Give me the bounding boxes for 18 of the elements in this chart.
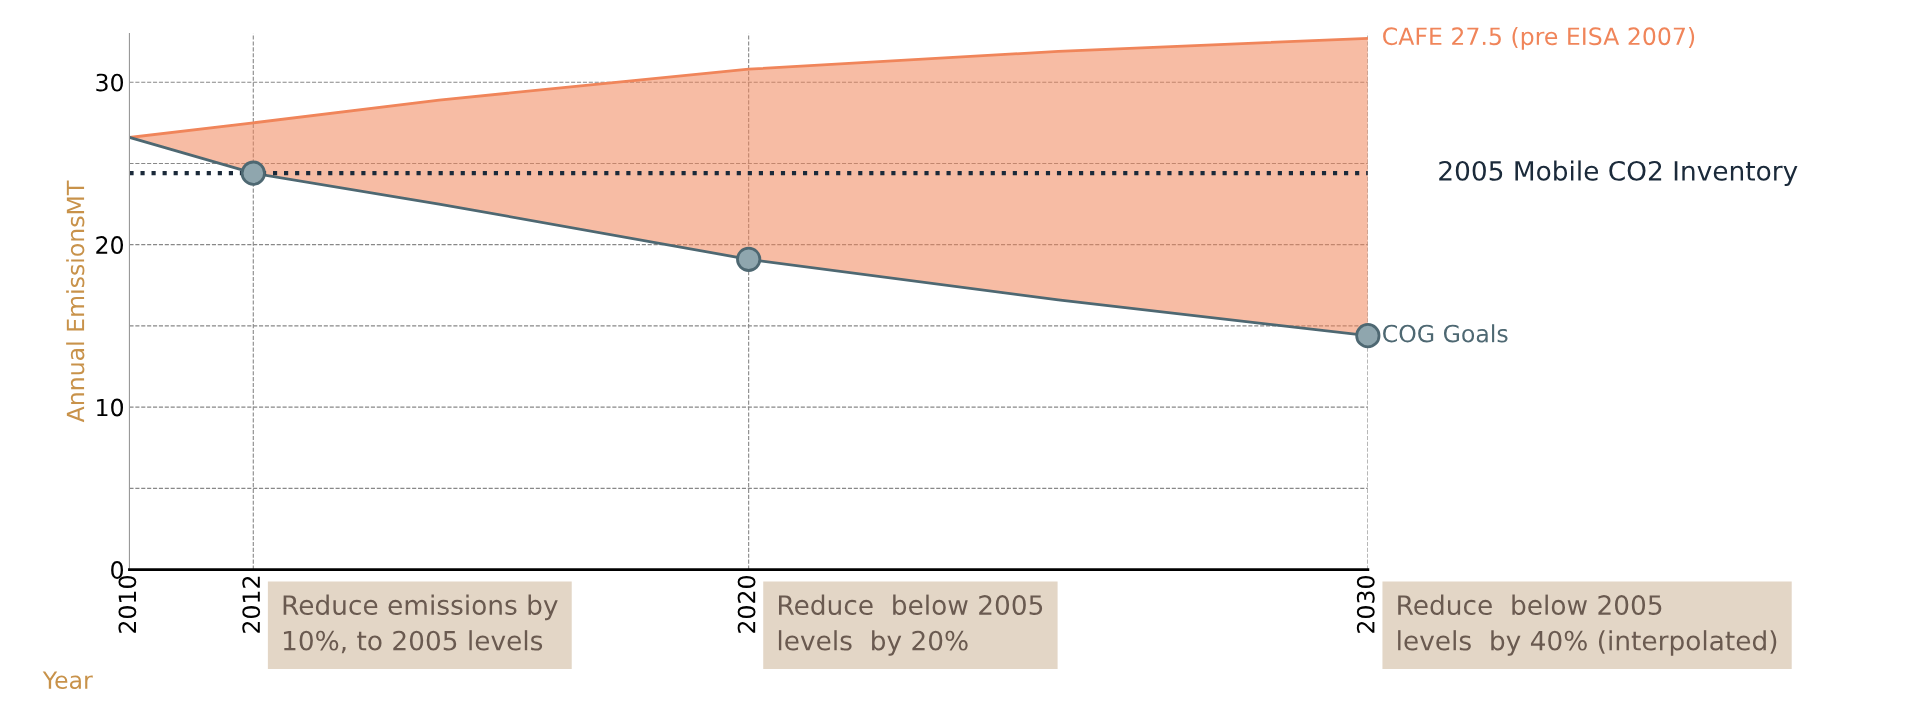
x-tick-label: 2030	[1356, 576, 1375, 633]
y-tick-label: 20	[96, 236, 124, 254]
text: Reduce below 2005 levels by 20%	[778, 594, 1043, 656]
series-label: COG Goals	[1383, 324, 1508, 343]
y-tick-label: 10	[97, 398, 124, 417]
ref-line-label: 2005 Mobile CO2 Inventory	[1439, 160, 1798, 186]
point	[736, 246, 762, 272]
y-tick-label: 30	[96, 73, 124, 92]
y-axis-title: Annual EmissionsMT	[66, 180, 85, 423]
x-tick-label: 2020	[737, 576, 756, 633]
text: Reduce emissions by 10%, to 2005 levels	[283, 594, 558, 654]
point	[1355, 323, 1381, 349]
x-tick-label: 2012	[242, 576, 261, 633]
x-axis-title: Year	[42, 671, 93, 690]
line-series	[129, 36, 1368, 139]
text: Reduce below 2005 levels by 40% (interpolated)	[1398, 594, 1777, 656]
point	[240, 160, 266, 186]
series-label: CAFE 27.5 (pre EISA 2007)	[1383, 26, 1695, 50]
